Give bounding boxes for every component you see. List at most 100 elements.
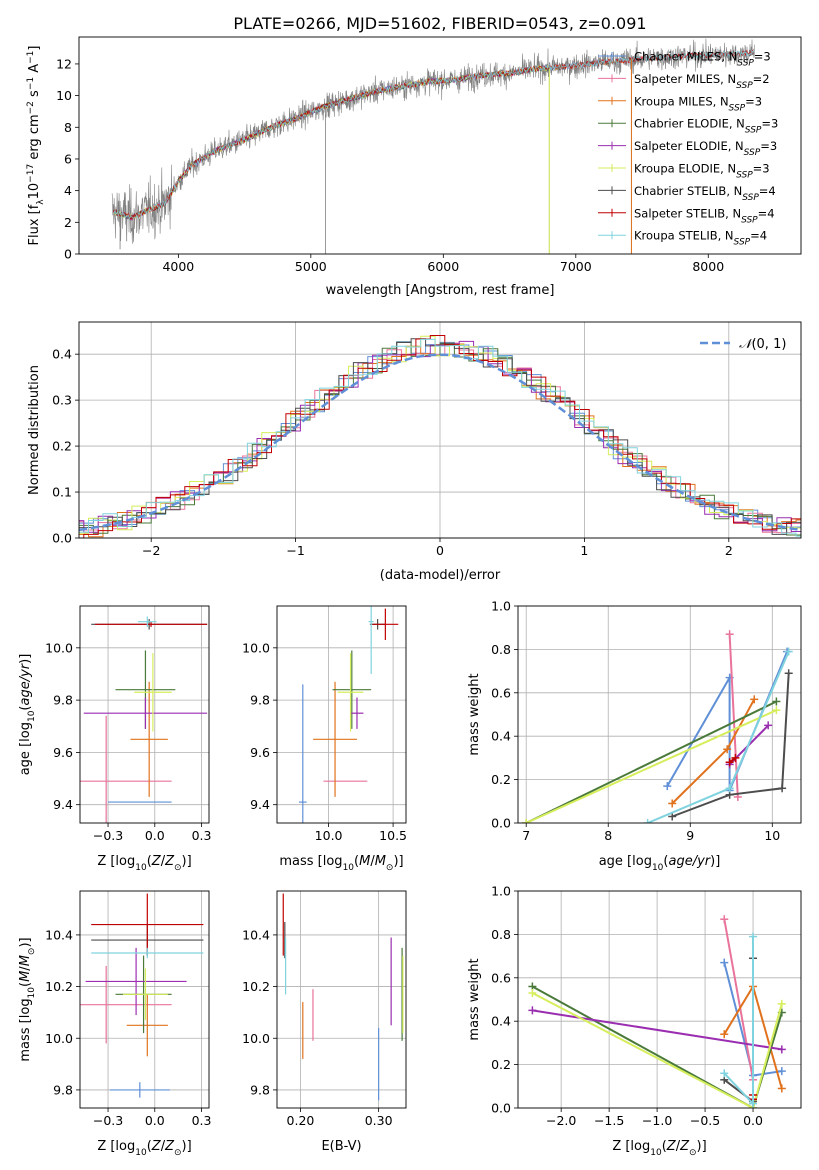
x-tick-label: 8000: [692, 259, 724, 274]
weight-series: [525, 709, 777, 823]
axes-frame: [517, 605, 802, 824]
x-tick-label: 6000: [427, 259, 459, 274]
weight-marker: [663, 782, 672, 791]
x-tick-label: 8: [604, 828, 612, 843]
y-tick-label: 2: [64, 215, 72, 230]
x-tick-label: 0.3: [192, 1113, 212, 1128]
y-axis-label: Flux [fλ10−17 erg cm−2 s−1 A−1]: [26, 46, 46, 246]
weight-marker: [772, 706, 781, 715]
y-tick-label: 0.0: [491, 816, 511, 831]
y-tick-label: 6: [64, 151, 72, 166]
errorbar-point: [109, 1082, 170, 1098]
errorbar-point: [332, 650, 372, 729]
model-spectrum: [113, 65, 550, 220]
residual-histogram: [79, 338, 801, 537]
y-tick-label: 0.1: [52, 485, 72, 500]
weight-marker: [778, 784, 787, 793]
errorbar-point: [313, 681, 357, 797]
panel-age_vs_mass: 10.0 10.5 9.4 9.6 9.8 10.0 mass [log10(M/M⊙)]: [242, 605, 407, 873]
x-tick-label: 7000: [560, 259, 592, 274]
x-tick-label: −1.5: [594, 1113, 624, 1128]
y-tick-label: 10.4: [242, 927, 270, 942]
y-tick-label: 0.4: [491, 729, 511, 744]
x-axis-label: age [log10(age/yr)]: [599, 854, 721, 873]
gridlines: [80, 606, 209, 823]
y-tick-label: 1.0: [491, 599, 511, 614]
y-tick-label: 4: [64, 183, 72, 198]
errorbar-point: [134, 653, 172, 732]
weight-marker: [731, 753, 740, 762]
weight-series: [666, 651, 789, 791]
weight-series: [671, 673, 790, 818]
y-tick-label: 9.8: [53, 1082, 73, 1097]
weight-marker: [720, 915, 729, 924]
axes-frame: [79, 605, 210, 824]
x-tick-label: −1.0: [642, 1113, 672, 1128]
y-tick-label: 0.8: [491, 927, 511, 942]
residual-histogram: [79, 343, 801, 538]
weight-marker: [777, 1067, 786, 1076]
y-tick-label: 0.4: [52, 347, 72, 362]
weight-marker: [528, 988, 537, 997]
weight-marker: [643, 819, 652, 823]
model-spectrum: [113, 56, 632, 220]
y-axis-label: age [log10(age/yr)]: [18, 654, 37, 776]
y-tick-label: 1.0: [491, 884, 511, 899]
x-tick-label: 10.0: [315, 828, 343, 843]
errorbar-point: [137, 616, 157, 627]
x-axis-label: (data-model)/error: [380, 568, 501, 583]
x-tick-label: 5000: [295, 259, 327, 274]
residual-histogram: [79, 335, 801, 534]
x-axis-label: Z [log10(Z/Z⊙)]: [97, 854, 191, 873]
weight-series: [723, 919, 754, 1080]
weight-marker: [784, 647, 793, 656]
x-axis-label: mass [log10(M/M⊙)]: [279, 854, 403, 873]
plot-area: [111, 38, 755, 254]
x-tick-label: 10: [764, 828, 780, 843]
errorbar-point: [126, 994, 168, 1057]
errorbar-point: [350, 697, 364, 729]
weight-marker: [720, 1030, 729, 1039]
legend-label: Salpeter STELIB, NSSP=4: [634, 206, 775, 225]
gridlines: [277, 891, 406, 1108]
weight-marker: [522, 819, 531, 823]
errorbar-point: [80, 965, 172, 1044]
x-tick-label: 9: [686, 828, 694, 843]
weight-series: [531, 992, 783, 1108]
weight-marker: [725, 784, 734, 793]
y-axis-label: mass weight: [467, 673, 482, 755]
weight-marker: [668, 812, 677, 821]
axes-frame: [78, 321, 802, 539]
y-tick-label: 0.0: [52, 531, 72, 546]
x-tick-label: −1: [286, 543, 304, 558]
weight-marker: [777, 1045, 786, 1054]
weight-marker: [777, 999, 786, 1008]
x-tick-label: −0.5: [690, 1113, 720, 1128]
legend-label: Salpeter MILES, NSSP=2: [634, 72, 770, 91]
y-tick-label: 9.4: [250, 797, 270, 812]
errorbar-point: [130, 681, 168, 797]
x-tick-label: 4000: [162, 259, 194, 274]
y-tick-label: 9.8: [250, 1082, 270, 1097]
legend-label: Kroupa ELODIE, NSSP=3: [634, 162, 770, 181]
y-tick-label: 0: [64, 247, 72, 262]
legend-label: 𝒩(0, 1): [739, 337, 786, 352]
panel-mass_vs_Z: −0.3 0.0 0.3 9.8 10.0 10.2 10.4 Z [log10(Z/Z⊙)]…: [18, 890, 212, 1158]
y-tick-label: 0.3: [52, 393, 72, 408]
errorbar-point: [85, 947, 187, 1015]
model-spectrum: [113, 65, 550, 221]
legend-label: Kroupa STELIB, NSSP=4: [634, 229, 767, 248]
plot-area: [522, 630, 793, 823]
x-tick-label: −2: [142, 543, 160, 558]
weight-marker: [723, 745, 732, 754]
x-axis-label: E(B-V): [321, 1139, 361, 1154]
figure-title: PLATE=0266, MJD=51602, FIBERID=0543, z=0…: [233, 14, 646, 33]
y-tick-label: 8: [64, 120, 72, 135]
axes-frame: [78, 36, 802, 255]
weight-marker: [528, 1006, 537, 1015]
legend-label: Chabrier ELODIE, NSSP=3: [634, 117, 778, 136]
y-axis-label: mass weight: [467, 958, 482, 1040]
weight-series: [532, 1009, 782, 1051]
panel-age_vs_Z: −0.3 0.0 0.3 9.4 9.6 9.8 10.0 Z [log10(Z/Z⊙)] ag…: [18, 605, 211, 873]
